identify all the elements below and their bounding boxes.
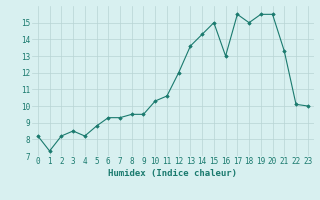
X-axis label: Humidex (Indice chaleur): Humidex (Indice chaleur) xyxy=(108,169,237,178)
